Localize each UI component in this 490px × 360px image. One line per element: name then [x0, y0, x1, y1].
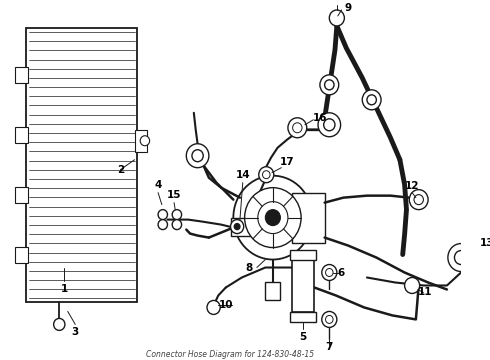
Circle shape: [362, 90, 381, 110]
Text: 17: 17: [280, 157, 294, 167]
Text: 11: 11: [418, 288, 433, 297]
Text: 1: 1: [60, 284, 68, 294]
Circle shape: [192, 150, 203, 162]
Bar: [292, 193, 324, 243]
Bar: [15, 187, 28, 203]
Circle shape: [318, 113, 341, 137]
Text: 4: 4: [154, 180, 162, 190]
Text: 10: 10: [219, 301, 233, 310]
Bar: [290, 312, 316, 323]
Text: Connector Hose Diagram for 124-830-48-15: Connector Hose Diagram for 124-830-48-15: [147, 350, 315, 359]
Bar: [266, 283, 280, 301]
Circle shape: [158, 210, 168, 220]
Circle shape: [320, 75, 339, 95]
Circle shape: [234, 224, 240, 230]
Circle shape: [140, 136, 149, 146]
Circle shape: [483, 253, 490, 262]
Circle shape: [158, 220, 168, 230]
Circle shape: [245, 188, 301, 248]
Circle shape: [329, 10, 344, 26]
Circle shape: [263, 171, 270, 179]
Bar: [15, 127, 28, 143]
Text: 14: 14: [235, 170, 250, 180]
Text: 9: 9: [344, 3, 352, 13]
Circle shape: [266, 210, 280, 226]
Text: 12: 12: [405, 181, 419, 191]
Circle shape: [259, 167, 274, 183]
Text: 16: 16: [313, 113, 327, 123]
Text: 15: 15: [167, 190, 181, 200]
Circle shape: [409, 190, 428, 210]
Bar: [292, 257, 314, 312]
Text: 7: 7: [326, 342, 333, 352]
Text: 13: 13: [480, 238, 490, 248]
Circle shape: [53, 319, 65, 330]
Circle shape: [324, 119, 335, 131]
Circle shape: [454, 251, 467, 265]
Circle shape: [448, 244, 474, 271]
Bar: [230, 217, 251, 235]
Circle shape: [288, 118, 307, 138]
Circle shape: [172, 220, 182, 230]
Bar: [15, 247, 28, 262]
Circle shape: [233, 176, 313, 260]
Bar: [136, 130, 147, 152]
Circle shape: [325, 269, 333, 276]
Text: 3: 3: [72, 327, 79, 337]
Bar: [290, 249, 316, 260]
Circle shape: [325, 315, 333, 323]
Circle shape: [322, 265, 337, 280]
Circle shape: [324, 80, 334, 90]
Bar: [15, 67, 28, 83]
Text: 2: 2: [117, 165, 124, 175]
Text: 6: 6: [337, 267, 344, 278]
Circle shape: [230, 220, 244, 234]
Circle shape: [207, 301, 220, 314]
Circle shape: [186, 144, 209, 168]
Text: 8: 8: [245, 262, 253, 273]
Circle shape: [258, 202, 288, 234]
Text: 5: 5: [299, 332, 307, 342]
Circle shape: [414, 195, 423, 204]
Bar: [26, 28, 137, 302]
Circle shape: [322, 311, 337, 327]
Circle shape: [367, 95, 376, 105]
Circle shape: [293, 123, 302, 133]
Circle shape: [405, 278, 419, 293]
Circle shape: [172, 210, 182, 220]
